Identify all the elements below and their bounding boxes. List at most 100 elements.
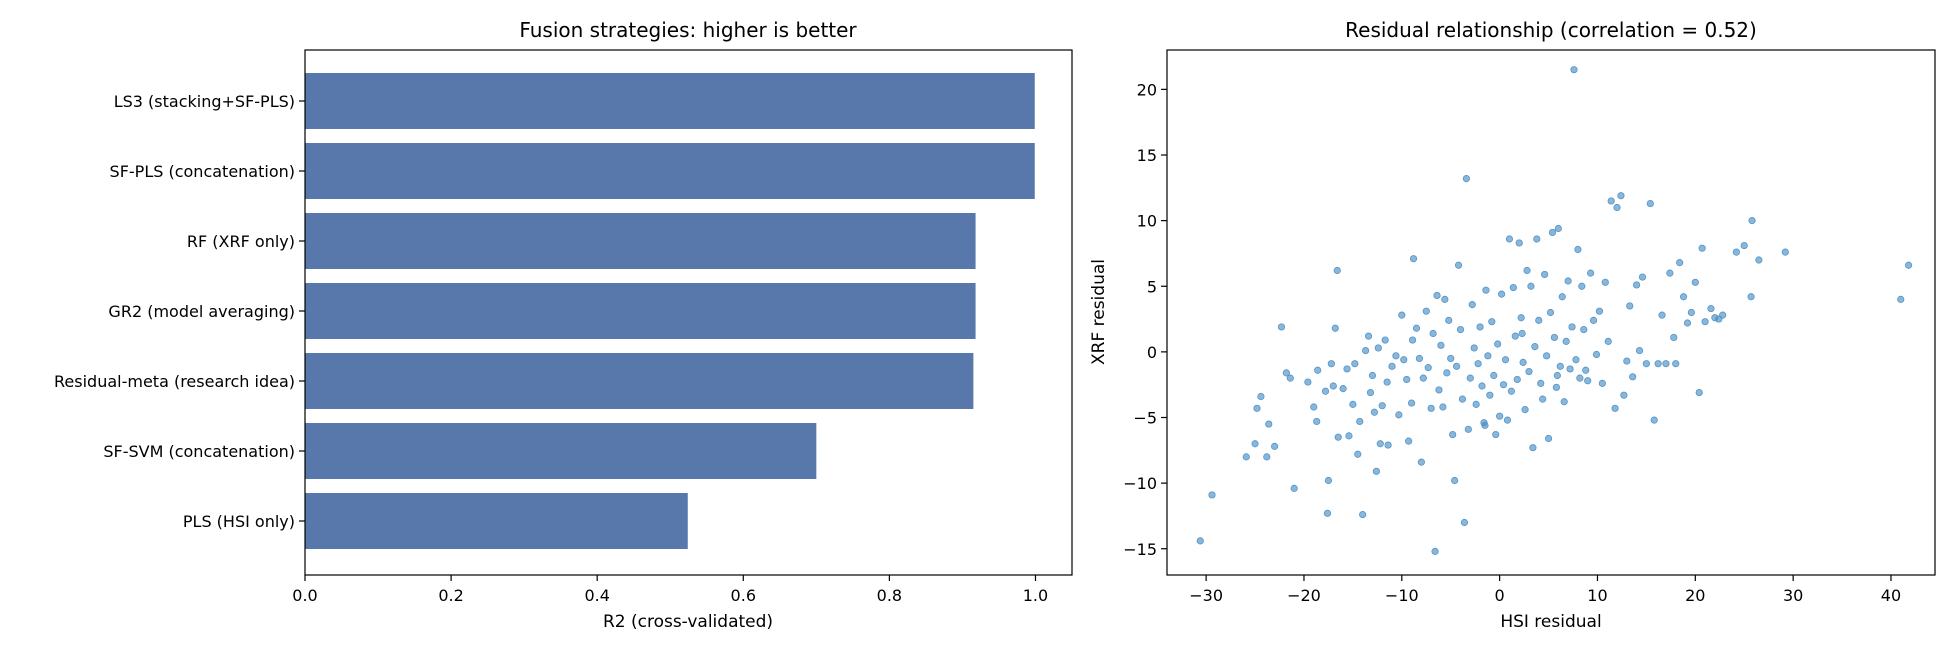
scatter-point-8	[1271, 442, 1279, 450]
scatter-point-82	[1472, 400, 1480, 408]
scatter-point-26	[1343, 365, 1351, 373]
scatter-point-107	[1521, 406, 1529, 414]
scatter-point-9	[1277, 323, 1286, 331]
scatter-point-56	[1419, 374, 1427, 382]
scatter-point-189	[1408, 336, 1417, 344]
scatter-point-140	[1587, 269, 1595, 277]
scatter-point-119	[1544, 434, 1553, 443]
scatter-point-120	[1546, 308, 1555, 317]
scatter-point-108	[1523, 266, 1531, 275]
bar-category-label-5: SF-SVM (concatenation)	[103, 442, 295, 461]
scatter-point-116	[1539, 395, 1547, 403]
scatter-y-tick-label-1: −10	[1123, 474, 1157, 493]
scatter-point-27	[1345, 432, 1353, 440]
scatter-x-tick-label-2: −10	[1385, 586, 1419, 605]
scatter-point-12	[1290, 484, 1298, 492]
bar-x-tick-label-2: 0.4	[584, 586, 609, 605]
scatter-point-41	[1381, 336, 1389, 344]
scatter-point-190	[1370, 408, 1379, 416]
bar-4	[305, 353, 974, 409]
scatter-chart-panel: Residual relationship (correlation = 0.5…	[1089, 18, 1936, 632]
scatter-point-75	[1458, 395, 1467, 403]
bar-2	[305, 213, 976, 269]
scatter-chart-y-axis-label: XRF residual	[1089, 259, 1109, 365]
scatter-point-101	[1509, 283, 1517, 292]
scatter-point-144	[1598, 379, 1606, 387]
scatter-point-53	[1412, 324, 1421, 332]
scatter-point-63	[1435, 386, 1443, 394]
scatter-point-137	[1580, 325, 1588, 334]
scatter-point-143	[1595, 307, 1604, 315]
scatter-point-181	[1747, 293, 1755, 301]
scatter-point-184	[1781, 248, 1789, 256]
bar-chart-x-axis-label: R2 (cross-validated)	[603, 612, 773, 632]
scatter-point-188	[1518, 329, 1526, 338]
scatter-point-92	[1492, 430, 1500, 439]
scatter-point-179	[1732, 248, 1740, 256]
scatter-point-135	[1576, 374, 1584, 382]
scatter-x-tick-label-1: −20	[1287, 586, 1321, 605]
scatter-point-127	[1560, 398, 1568, 406]
scatter-point-23	[1333, 266, 1341, 275]
scatter-point-81	[1470, 344, 1478, 352]
scatter-point-104	[1515, 239, 1523, 247]
scatter-point-16	[1314, 366, 1322, 374]
scatter-point-28	[1349, 400, 1357, 408]
scatter-point-167	[1676, 259, 1684, 267]
bar-chart-panel: Fusion strategies: higher is better LS3 …	[54, 18, 1073, 632]
scatter-point-34	[1364, 332, 1373, 340]
scatter-point-15	[1313, 417, 1321, 426]
scatter-point-62	[1433, 291, 1441, 300]
scatter-point-36	[1368, 371, 1377, 380]
scatter-point-78	[1464, 425, 1472, 433]
scatter-point-91	[1490, 371, 1498, 380]
scatter-point-64	[1437, 341, 1445, 349]
scatter-point-115	[1537, 379, 1545, 387]
scatter-chart-x-ticks: −30 −20 −10 0 10 20 30 40	[1189, 575, 1901, 605]
scatter-y-tick-label-2: −5	[1133, 409, 1157, 428]
scatter-point-161	[1654, 360, 1662, 368]
bar-category-label-1: SF-PLS (concatenation)	[110, 162, 295, 181]
scatter-point-164	[1666, 269, 1674, 277]
scatter-point-175	[1707, 304, 1715, 313]
scatter-y-tick-label-3: 0	[1147, 343, 1157, 362]
scatter-point-160	[1650, 416, 1658, 424]
scatter-point-18	[1323, 509, 1332, 517]
bar-chart-bars	[305, 73, 1035, 549]
scatter-point-22	[1331, 324, 1339, 332]
scatter-point-109	[1525, 367, 1533, 376]
scatter-point-187	[1481, 421, 1489, 429]
scatter-point-148	[1611, 404, 1619, 412]
scatter-point-126	[1558, 293, 1566, 301]
scatter-point-145	[1601, 278, 1609, 286]
scatter-point-65	[1439, 403, 1447, 411]
scatter-x-tick-label-5: 20	[1685, 586, 1705, 605]
scatter-point-48	[1400, 356, 1408, 364]
scatter-point-128	[1562, 337, 1570, 345]
scatter-point-37	[1372, 467, 1380, 475]
scatter-point-4	[1253, 404, 1261, 412]
scatter-point-123	[1552, 383, 1560, 391]
scatter-chart-y-ticks: −15 −10 −5 0 5 10 15 20	[1123, 80, 1167, 559]
scatter-point-57	[1422, 307, 1430, 315]
scatter-point-169	[1683, 319, 1692, 327]
bar-x-tick-label-1: 0.2	[438, 586, 463, 605]
scatter-chart-points	[1196, 66, 1913, 555]
scatter-point-44	[1388, 362, 1396, 370]
scatter-point-45	[1392, 352, 1400, 360]
bar-3	[305, 283, 976, 339]
scatter-point-152	[1623, 357, 1631, 365]
scatter-point-38	[1374, 344, 1382, 352]
scatter-point-122	[1550, 333, 1559, 342]
scatter-point-98	[1503, 416, 1512, 424]
scatter-y-tick-label-5: 10	[1137, 212, 1157, 231]
bar-category-label-2: RF (XRF only)	[187, 232, 295, 251]
scatter-point-171	[1691, 278, 1699, 286]
scatter-point-134	[1574, 245, 1582, 254]
scatter-point-146	[1604, 337, 1612, 345]
scatter-point-141	[1589, 316, 1598, 324]
scatter-point-47	[1398, 311, 1406, 319]
scatter-point-147	[1607, 197, 1615, 205]
scatter-point-13	[1304, 378, 1312, 386]
scatter-point-186	[1904, 261, 1913, 269]
